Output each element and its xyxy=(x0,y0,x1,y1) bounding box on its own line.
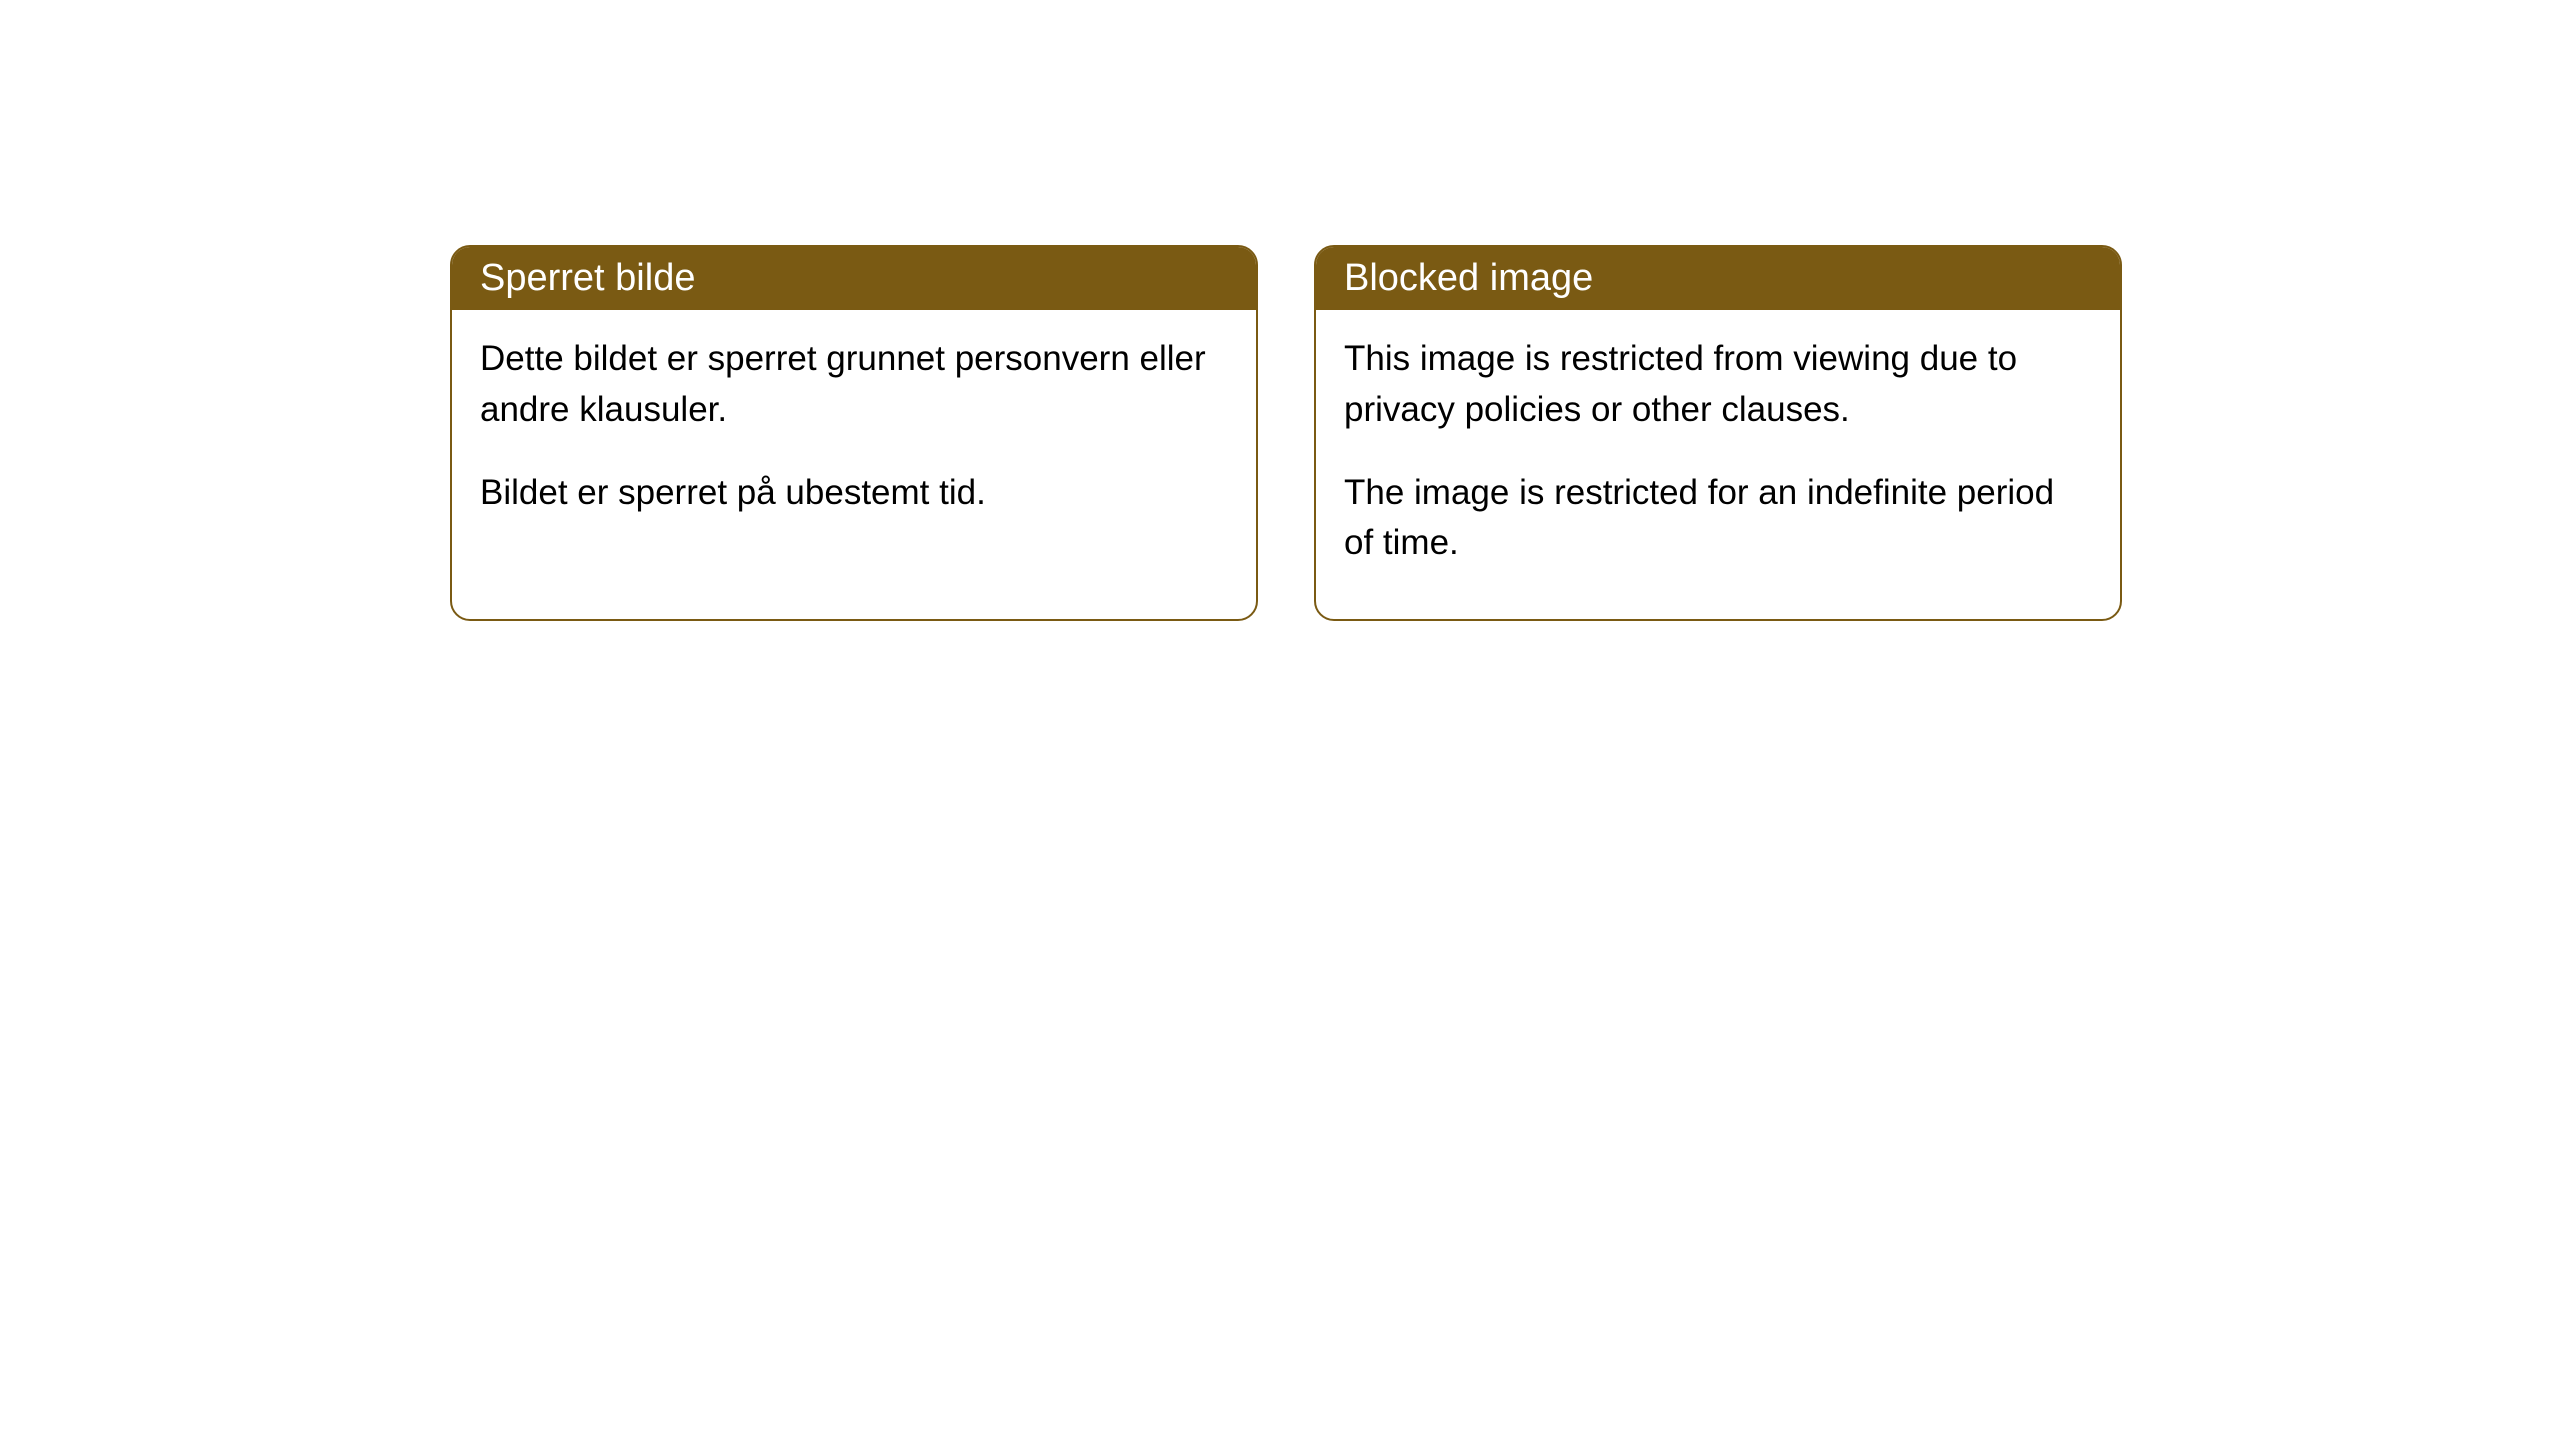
card-paragraph: The image is restricted for an indefinit… xyxy=(1344,468,2092,570)
card-body-norwegian: Dette bildet er sperret grunnet personve… xyxy=(452,310,1256,568)
notice-card-norwegian: Sperret bilde Dette bildet er sperret gr… xyxy=(450,245,1258,621)
card-header-norwegian: Sperret bilde xyxy=(452,247,1256,310)
card-paragraph: This image is restricted from viewing du… xyxy=(1344,334,2092,436)
card-title: Sperret bilde xyxy=(480,257,695,299)
card-header-english: Blocked image xyxy=(1316,247,2120,310)
card-paragraph: Bildet er sperret på ubestemt tid. xyxy=(480,468,1228,519)
card-paragraph: Dette bildet er sperret grunnet personve… xyxy=(480,334,1228,436)
notice-cards-container: Sperret bilde Dette bildet er sperret gr… xyxy=(450,245,2122,621)
notice-card-english: Blocked image This image is restricted f… xyxy=(1314,245,2122,621)
card-body-english: This image is restricted from viewing du… xyxy=(1316,310,2120,619)
card-title: Blocked image xyxy=(1344,257,1593,299)
